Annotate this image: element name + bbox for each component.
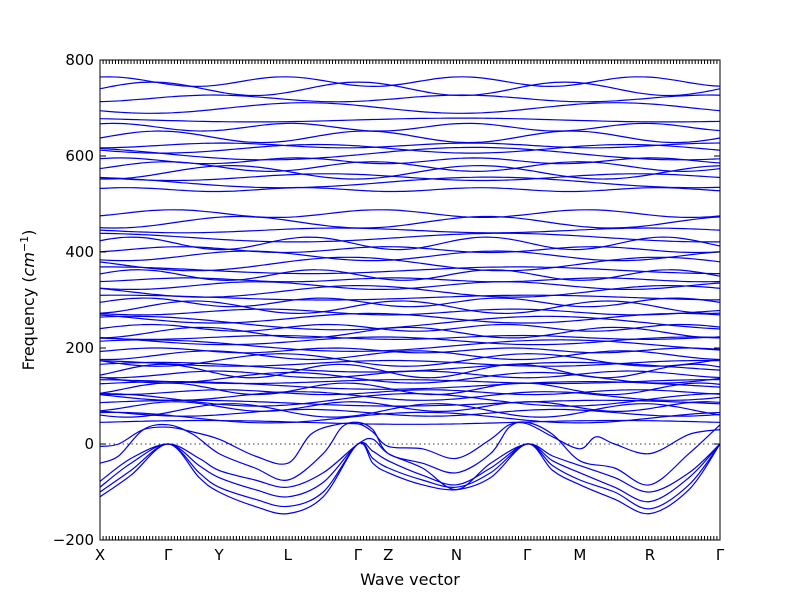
y-axis-label-sup: −1 [18,236,31,252]
band-line-51 [99,143,721,154]
y-tick-label: 200 [65,339,94,357]
band-line-11 [99,379,720,385]
band-line-59 [99,76,721,88]
band-line-29 [99,297,721,308]
band-line-44 [99,187,721,193]
band-line-52 [99,142,721,149]
band-line-low-1 [99,442,721,510]
band-line-6 [99,392,721,407]
band-line-31 [99,284,721,298]
band-line-46 [99,173,721,182]
band-line-32 [99,281,721,290]
x-tick-label: M [573,546,586,564]
band-line-5 [99,399,721,407]
y-axis-label-main: Frequency ( [19,276,38,370]
band-line-42 [99,215,721,229]
axis-ticks [99,59,721,541]
band-line-4 [99,401,721,413]
band-line-24 [99,323,721,332]
band-line-43 [99,209,721,218]
band-line-55 [99,117,721,123]
band-line-2 [99,408,721,417]
phonon-bands [99,76,721,515]
band-line-9 [99,382,721,396]
band-line-53 [99,130,721,144]
band-line-50 [99,146,721,161]
band-line-49 [99,157,721,165]
x-tick-label: Γ [716,546,725,564]
band-line-20 [99,339,721,352]
band-line-1 [99,411,721,424]
x-tick-label: N [451,546,462,564]
band-line-low-4 [99,421,721,486]
x-tick-label: R [645,546,655,564]
band-line-38 [99,246,721,254]
x-axis-label: Wave vector [360,570,460,589]
y-tick-label: 400 [65,243,94,261]
band-line-47 [99,164,721,180]
band-line-21 [99,336,721,346]
band-line-41 [99,227,721,234]
x-tick-label: Γ [164,546,173,564]
band-line-8 [99,389,721,396]
band-line-37 [99,250,721,262]
x-tick-label: Γ [523,546,532,564]
y-axis-label-close: ) [19,230,38,236]
band-line-54 [99,122,721,132]
band-line-low-0 [99,442,721,515]
x-tick-label: Y [213,546,224,564]
x-tick-label: Γ [354,546,363,564]
band-line-56 [99,102,721,114]
band-line-34 [99,269,721,281]
y-axis-label: Frequency (cm−1) [18,230,39,371]
band-line-40 [99,232,720,243]
band-line-25 [99,315,721,331]
band-line-19 [99,347,721,354]
band-line-39 [99,236,721,251]
band-line-17 [99,353,721,367]
y-tick-label: −200 [53,531,94,549]
band-line-22 [99,334,721,341]
band-line-0 [99,419,721,425]
band-line-12 [99,371,721,384]
band-line-23 [99,326,721,339]
band-line-45 [99,176,721,189]
y-tick-labels: −200 0 200 400 600 800 [53,51,94,549]
band-line-27 [99,308,721,316]
y-axis-label-unit: cm [19,252,38,276]
band-line-14 [99,363,721,379]
y-tick-label: 0 [84,435,94,453]
y-tick-label: 600 [65,147,94,165]
band-line-48 [99,161,721,172]
band-line-low-2 [99,441,721,503]
band-line-low-5 [99,421,721,465]
x-tick-label: X [95,546,105,564]
band-line-7 [99,391,721,401]
band-line-58 [99,81,721,97]
y-tick-label: 800 [65,51,94,69]
plot-frame [99,59,721,541]
x-tick-label: Z [383,546,393,564]
band-line-57 [99,94,721,103]
band-line-28 [99,300,721,315]
band-line-36 [99,256,721,272]
x-tick-label: L [284,546,293,564]
